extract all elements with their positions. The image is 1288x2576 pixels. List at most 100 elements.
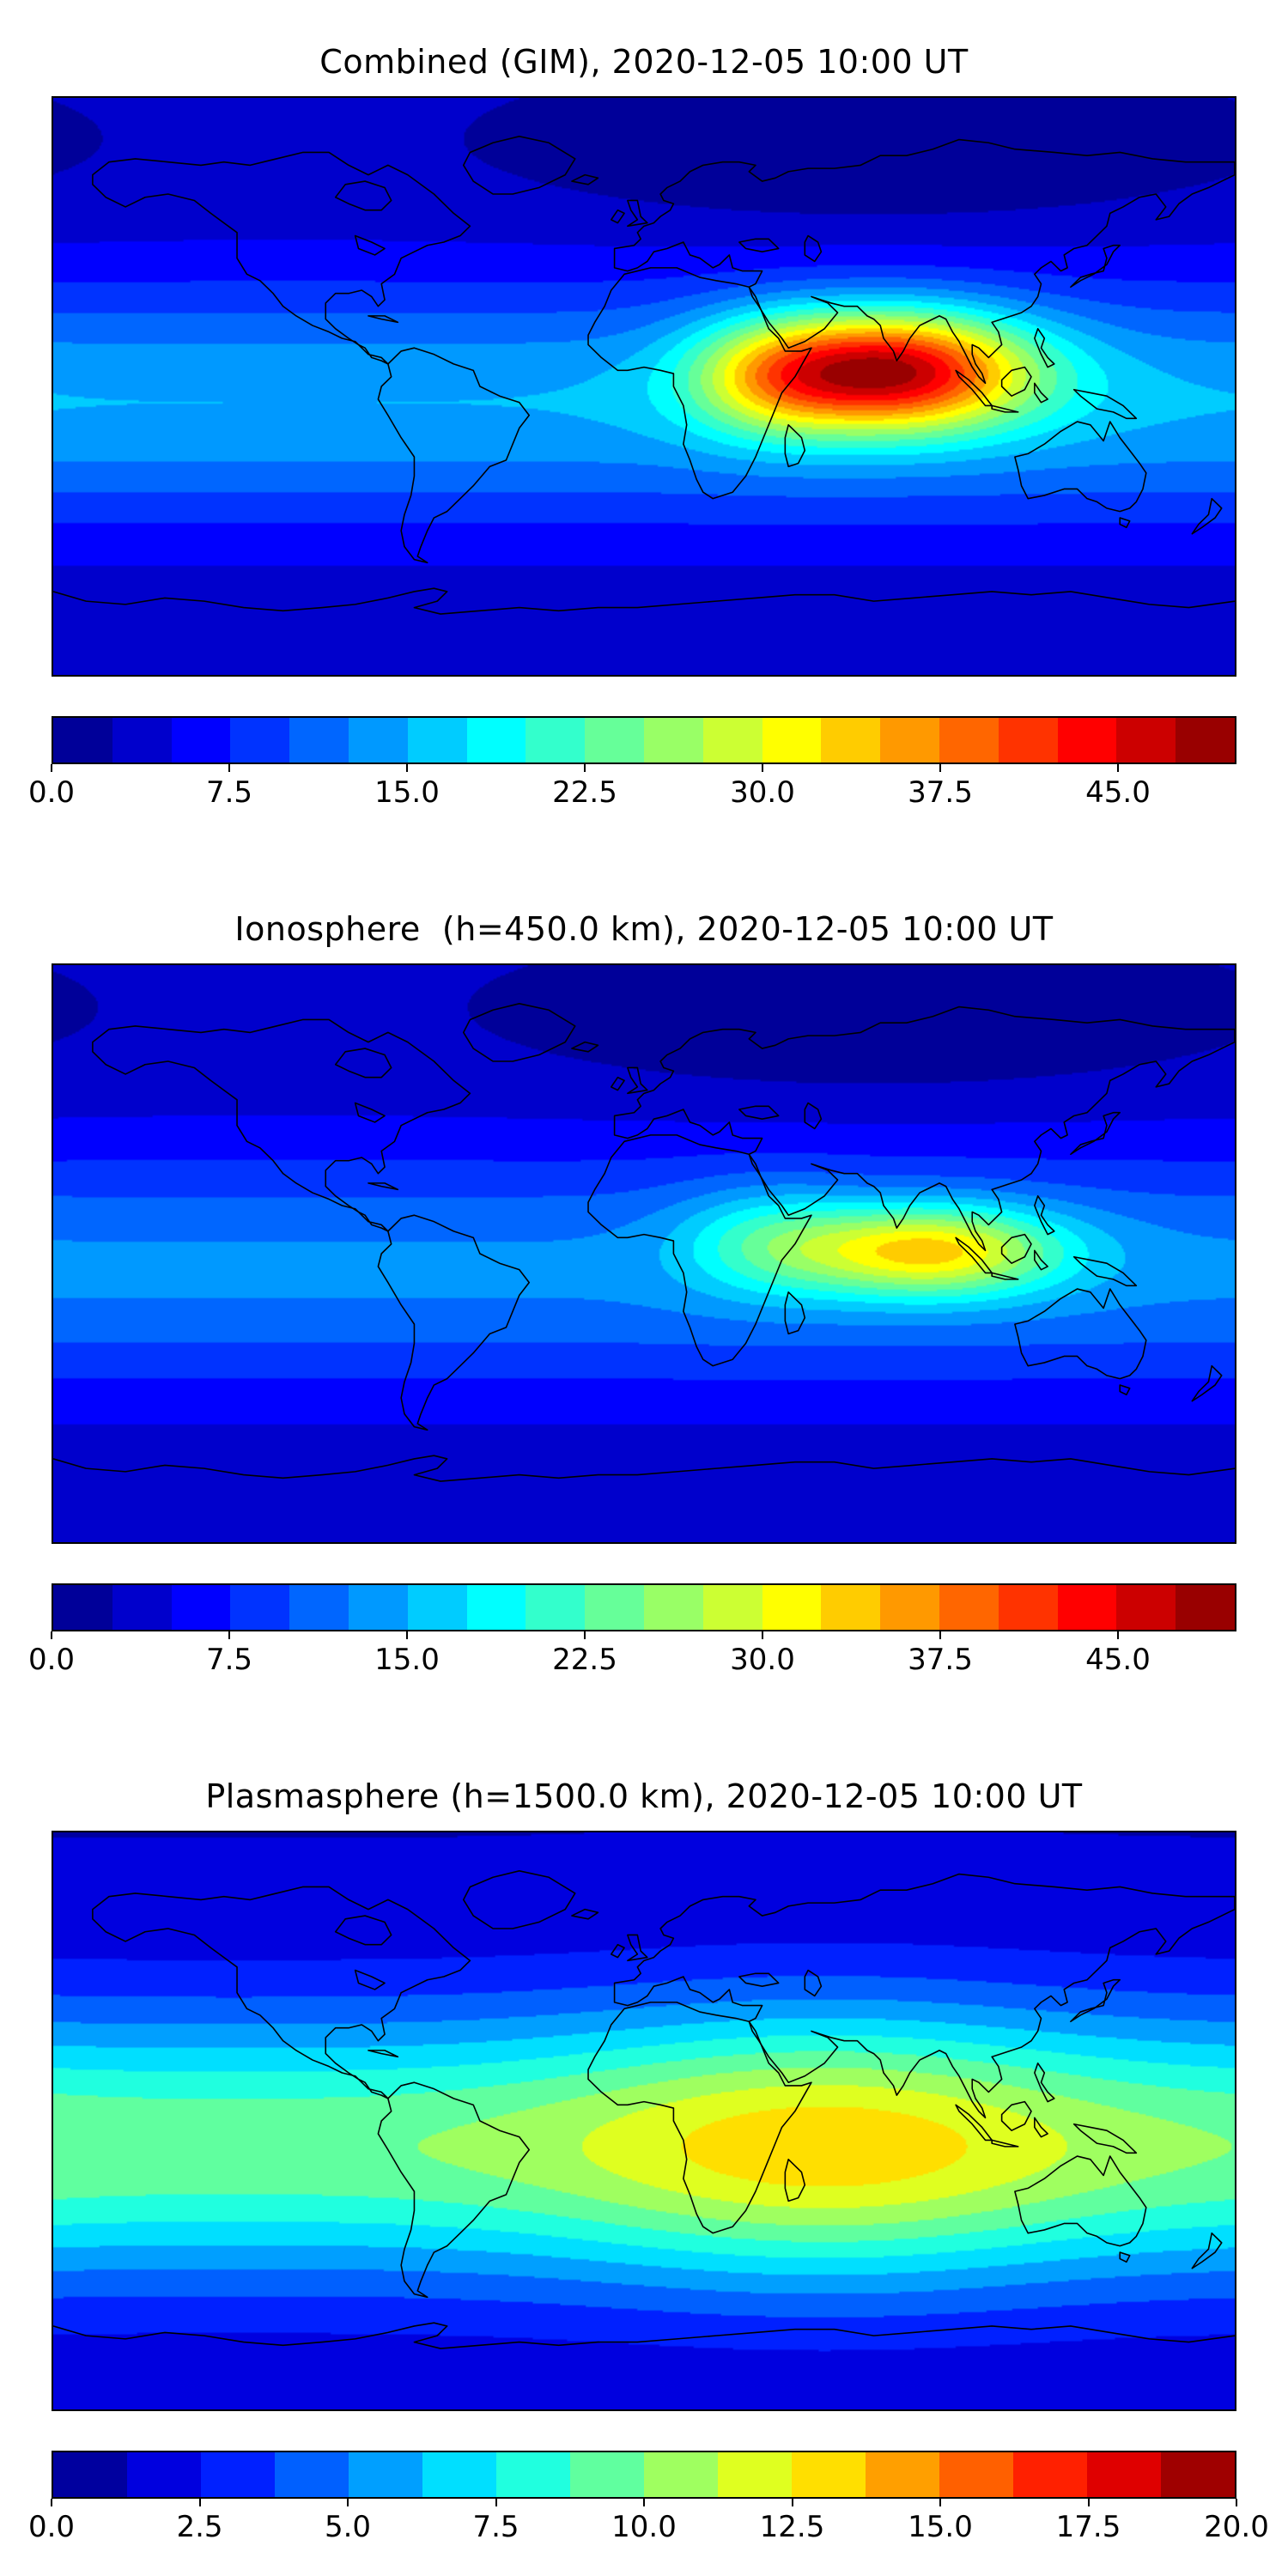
colorbar-ticks-combined: 0.0 7.5 15.0 22.5 30.0 37.5 45.0 [28,764,1236,814]
colorbar-segment [585,718,644,762]
coastlines-overlay-plasmasphere [53,1832,1235,2409]
colorbar-segment [1087,2452,1161,2497]
coastline [368,316,398,322]
colorbar-tick-label: 17.5 [1055,2510,1121,2544]
coastline [464,137,575,194]
colorbar-segment [112,718,172,762]
colorbar-segment [466,1585,526,1630]
coastline [1120,1385,1129,1394]
colorbar-tick [406,764,408,772]
colorbar-tick [643,2499,645,2506]
coastline [785,425,805,467]
coastline [368,2050,398,2057]
colorbar-tick [406,1631,408,1639]
colorbar-tick-label: 12.5 [759,2510,825,2544]
colorbar-tick [939,2499,941,2506]
colorbar-tick [584,1631,586,1639]
tec-contour-canvas-combined [53,98,1235,675]
colorbar-segment [643,718,703,762]
coastline [611,1078,624,1091]
coastline [1071,246,1120,288]
coastline [464,1004,575,1061]
colorbar-segment [866,2452,939,2497]
colorbar-segment [407,1585,467,1630]
colorbar-tick-label: 2.5 [176,2510,223,2544]
colorbar-tick [51,2499,52,2506]
panel-plasmasphere: Plasmasphere (h=1500.0 km), 2020-12-05 1… [28,1777,1269,2549]
panel-title-ionosphere: Ionosphere (h=450.0 km), 2020-12-05 10:0… [234,910,1054,948]
colorbar-tick [1117,764,1119,772]
colorbar-segment [570,2452,644,2497]
colorbar-segment [53,718,112,762]
coastline [1074,390,1137,419]
colorbar-segment [289,718,349,762]
colorbar-segment [880,718,939,762]
colorbar-segment [702,1585,762,1630]
colorbar-tick [1117,1631,1119,1639]
colorbar-segment [407,718,467,762]
colorbar-tick-label: 45.0 [1085,775,1151,810]
colorbar-segment [821,1585,881,1630]
colorbar-tick-label: 15.0 [908,2510,973,2544]
panel-ionosphere: Ionosphere (h=450.0 km), 2020-12-05 10:0… [28,910,1236,1681]
colorbar-tick-label: 7.5 [205,1643,253,1677]
colorbar-tick-label: 22.5 [552,1643,617,1677]
coastline [93,152,471,363]
colorbar-tick [762,764,763,772]
colorbar-segment [275,2452,349,2497]
coastline [628,1067,647,1093]
coastline [53,588,1235,614]
colorbar-tick-label: 0.0 [27,775,76,810]
colorbar-segment [348,718,408,762]
coastline [1015,2156,1146,2246]
coastline [336,181,392,210]
colorbar-segment [998,1585,1058,1630]
colorbar-tick-label: 0.0 [27,2510,76,2544]
colorbar-segment [702,718,762,762]
coastline [611,210,624,223]
coastline [615,1874,1235,2118]
coastline [1074,2124,1137,2154]
coastline [1035,1250,1048,1269]
colorbar-segment [171,718,231,762]
coastline [805,236,821,262]
coastline [805,1103,821,1129]
coastline [336,1916,392,1945]
colorbar-tick-label: 10.0 [611,2510,677,2544]
colorbar-tick [51,1631,52,1639]
coastline [1120,518,1129,527]
colorbar-segment [230,718,290,762]
colorbar-segment [821,718,881,762]
colorbar-segment [466,718,526,762]
coastline [53,1455,1235,1481]
colorbar-tick [939,1631,941,1639]
colorbar-tick-label: 15.0 [374,1643,440,1677]
colorbar-tick-label: 0.0 [27,1643,76,1677]
coastline [615,140,1235,384]
colorbar-segment [880,1585,939,1630]
coastline [368,1183,398,1189]
coastline [1015,422,1146,512]
coastline [588,268,811,499]
colorbar-segment [762,718,822,762]
coastline [378,348,529,562]
coastline [1002,1235,1031,1264]
coastline [1071,1980,1120,2022]
panel-title-combined: Combined (GIM), 2020-12-05 10:00 UT [319,43,969,81]
coastline [1002,2102,1031,2131]
colorbar-segment [792,2452,866,2497]
colorbar-segment [230,1585,290,1630]
colorbar-segment [1057,1585,1117,1630]
tec-contour-canvas-plasmasphere [53,1832,1235,2409]
coastline [1035,2117,1048,2136]
coastline [992,1273,1018,1279]
coastline [1192,1366,1221,1401]
colorbar-tick [584,764,586,772]
coastline [956,2105,992,2140]
colorbar-segment [1176,1585,1235,1630]
colorbar-tick-label: 37.5 [908,1643,973,1677]
colorbar-ticks-plasmasphere: 0.0 2.5 5.0 7.5 10.0 12.5 15.0 17.5 20.0 [28,2499,1269,2549]
colorbar-segment [171,1585,231,1630]
coastline [588,2002,811,2233]
